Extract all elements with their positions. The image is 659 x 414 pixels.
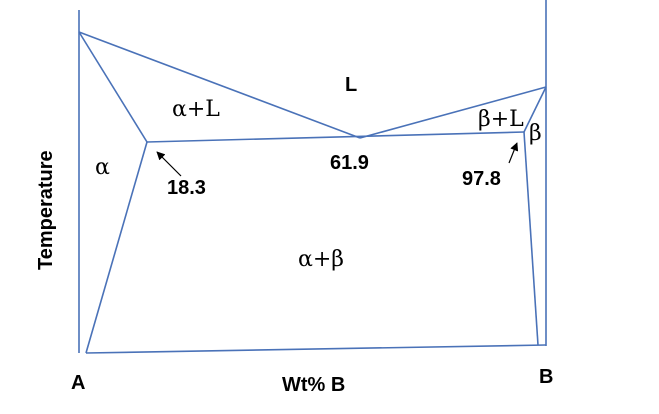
beta-solvus-line: [523, 131, 539, 346]
alpha-solvus-line: [85, 141, 148, 354]
region-label-beta-liquid: β+L: [478, 107, 524, 132]
eutectic-isotherm: [146, 131, 525, 143]
component-label-b: B: [539, 366, 553, 388]
liquidus-line-left: [78, 31, 361, 139]
x-axis-label: Wt% B: [282, 374, 345, 396]
component-label-a: A: [71, 372, 85, 394]
region-label-beta: β: [529, 121, 542, 146]
y-axis-label: Temperature: [35, 150, 57, 270]
region-label-alpha: α: [95, 155, 110, 180]
arrow-to-beta-solubility: [508, 142, 519, 164]
arrow-to-alpha-solubility: [156, 151, 182, 177]
composition-eutectic: 61.9: [330, 152, 369, 174]
composition-beta-max-solubility: 97.8: [462, 168, 501, 190]
liquidus-line-right: [359, 86, 547, 139]
region-label-alpha-beta: α+β: [298, 247, 344, 272]
bottom-boundary-line: [85, 344, 547, 354]
alpha-solidus-line: [78, 31, 148, 143]
region-label-liquid: L: [345, 74, 357, 96]
beta-solidus-line: [523, 86, 547, 133]
composition-alpha-max-solubility: 18.3: [167, 177, 206, 199]
region-label-alpha-liquid: α+L: [172, 97, 220, 122]
